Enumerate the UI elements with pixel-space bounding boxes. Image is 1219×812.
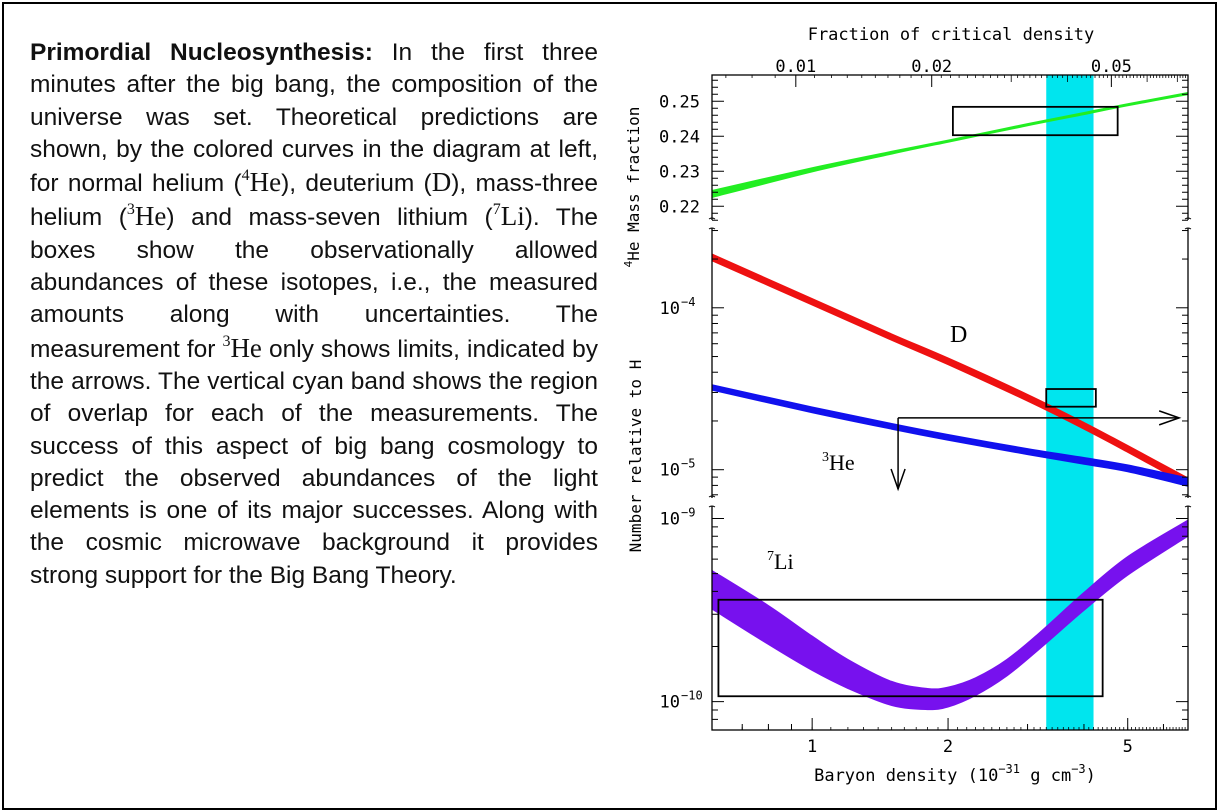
li7-label-symbol: Li bbox=[774, 549, 794, 574]
axis-break-gap bbox=[1184, 498, 1192, 506]
x-axis-label: Baryon density (10−31 g cm−3) bbox=[814, 762, 1096, 786]
top-tick-label: 0.02 bbox=[911, 57, 952, 77]
y-tick-label-he4: 0.24 bbox=[659, 127, 700, 147]
caption-part-2: ), deuterium ( bbox=[281, 170, 432, 198]
he3-label-mass: 3 bbox=[822, 450, 829, 465]
y-tick-label-he4: 0.25 bbox=[659, 92, 700, 112]
series-band-3he bbox=[711, 384, 1189, 487]
labels-layer: D 3He 7Li bbox=[767, 322, 967, 574]
he4-y-label-main: He Mass fraction bbox=[624, 107, 643, 261]
he3-limit-arrowhead-down bbox=[890, 468, 906, 492]
observation-box-dhe3 bbox=[1045, 388, 1097, 408]
caption-part-4: ) and mass-seven lithium ( bbox=[166, 204, 493, 232]
iso-he3b-symbol: He bbox=[230, 332, 262, 363]
y-tick-label-he4: 0.23 bbox=[659, 162, 700, 182]
top-tick-label: 0.05 bbox=[1091, 57, 1132, 77]
x-tick-label: 1 bbox=[807, 737, 817, 757]
x-axis-label-mid: g cm bbox=[1020, 766, 1071, 786]
y-tick-label-li7: 10 bbox=[660, 693, 680, 713]
x-tick-label: 5 bbox=[1123, 737, 1133, 757]
y-tick-exponent-li7: −9 bbox=[681, 506, 695, 520]
top-axis-label: Fraction of critical density bbox=[808, 25, 1095, 45]
caption-lead: Primordial Nucleosynthesis: bbox=[30, 39, 373, 66]
x-axis-label-main: Baryon density (10 bbox=[814, 766, 998, 786]
he4-y-axis-label: 4He Mass fraction bbox=[622, 107, 643, 268]
iso-d-symbol: D bbox=[431, 167, 452, 198]
axis-break-mark bbox=[1184, 495, 1192, 508]
caption-part-6: only shows limits, indicated by the arro… bbox=[30, 335, 598, 589]
top-tick-label: 0.01 bbox=[775, 57, 816, 77]
he3-limit-arrowhead-right bbox=[1158, 410, 1182, 426]
y-tick-exponent-dhe3: −4 bbox=[681, 295, 695, 309]
series-label-d: D bbox=[950, 322, 967, 348]
x-axis-label-exp1: −31 bbox=[998, 762, 1020, 776]
iso-li7-mass: 7 bbox=[492, 201, 501, 219]
series-label-li7: 7Li bbox=[767, 549, 794, 574]
axis-break-mark bbox=[708, 217, 716, 230]
caption-part-5: ). The boxes show the observationally al… bbox=[30, 204, 599, 363]
iso-he4-symbol: He bbox=[249, 167, 282, 198]
series-layer bbox=[711, 92, 1189, 711]
y-tick-label-dhe3: 10 bbox=[660, 461, 680, 481]
number-y-axis-label: Number relative to H bbox=[626, 360, 645, 553]
axis-break-mark bbox=[1184, 217, 1192, 230]
he4-y-label-pre: 4 bbox=[622, 260, 635, 267]
li7-label-mass: 7 bbox=[767, 549, 774, 564]
y-tick-exponent-li7: −10 bbox=[681, 689, 703, 703]
axis-break-gap bbox=[708, 220, 716, 228]
x-axis-label-end: ) bbox=[1086, 766, 1096, 786]
series-band-he4 bbox=[711, 92, 1189, 198]
iso-he3b-mass: 3 bbox=[222, 332, 231, 350]
y-tick-label-li7: 10 bbox=[660, 510, 680, 530]
iso-he3-mass: 3 bbox=[126, 201, 135, 219]
caption-part-3: ), mass-three helium ( bbox=[30, 170, 599, 232]
x-axis-label-exp2: −3 bbox=[1071, 762, 1085, 776]
figure-caption: Primordial Nucleosynthesis: In the first… bbox=[30, 37, 598, 592]
boxes-layer bbox=[717, 105, 1182, 698]
axis-break-mark bbox=[708, 495, 716, 508]
nucleosynthesis-chart: Fraction of critical density Baryon dens… bbox=[622, 25, 1192, 786]
series-band-d bbox=[711, 253, 1189, 486]
series-label-he3: 3He bbox=[822, 450, 855, 475]
axis-break-gap bbox=[1184, 220, 1192, 228]
y-tick-exponent-dhe3: −5 bbox=[681, 457, 695, 471]
observation-box-li7 bbox=[717, 598, 1104, 698]
y-tick-label-dhe3: 10 bbox=[660, 299, 680, 319]
axis-break-gap bbox=[708, 498, 716, 506]
iso-he3-symbol: He bbox=[134, 201, 167, 232]
iso-he4-mass: 4 bbox=[241, 167, 250, 185]
iso-li7-symbol: Li bbox=[500, 201, 525, 232]
he3-label-symbol: He bbox=[829, 450, 855, 475]
caption-part-1: In the first three minutes after the big… bbox=[30, 39, 598, 198]
observation-box-he4 bbox=[952, 105, 1119, 137]
y-tick-label-he4: 0.22 bbox=[659, 197, 700, 217]
x-tick-label: 2 bbox=[943, 737, 953, 757]
